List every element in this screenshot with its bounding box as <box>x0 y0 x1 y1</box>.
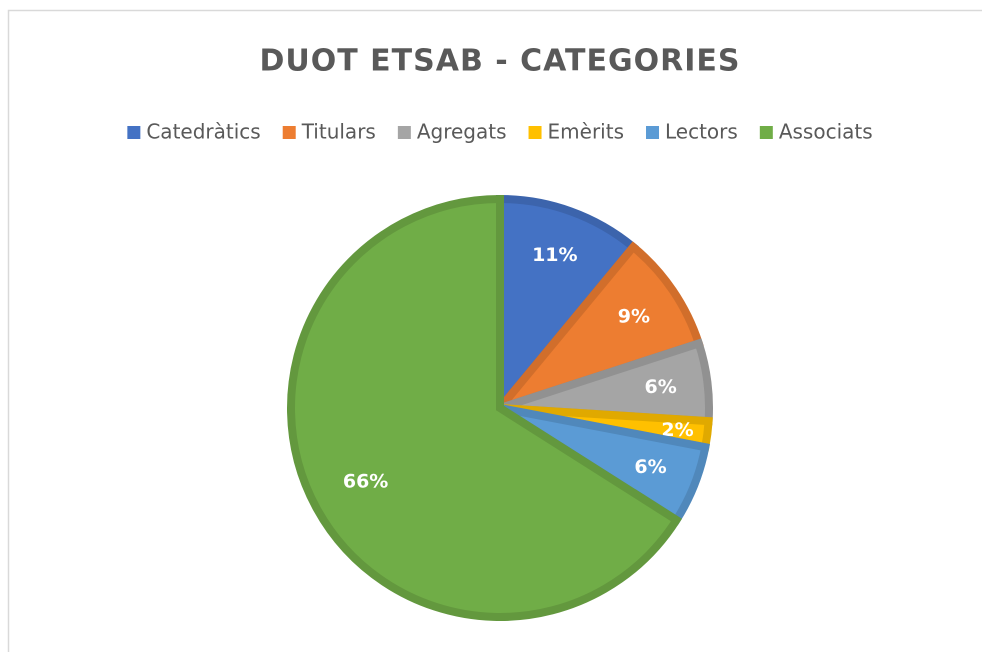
data-label: 9% <box>618 306 650 328</box>
pie: 11% 9% 6% 2% 6% 66% <box>287 194 713 621</box>
legend-label: Lectors <box>665 120 738 144</box>
legend-swatch <box>282 126 296 139</box>
legend-swatch <box>397 126 411 139</box>
chart-title: DUOT ETSAB - CATEGORIES <box>259 44 740 79</box>
legend-label: Catedràtics <box>146 120 260 144</box>
legend-swatch <box>528 126 542 139</box>
data-label: 2% <box>661 419 693 441</box>
legend-swatch <box>759 126 773 139</box>
legend-swatch <box>646 126 660 139</box>
legend-label: Associats <box>779 120 873 144</box>
legend-label: Agregats <box>417 120 507 144</box>
legend-label: Emèrits <box>548 120 624 144</box>
pie-slice <box>287 194 682 621</box>
pie-slice <box>488 241 704 417</box>
data-label: 11% <box>532 244 577 266</box>
legend-swatch <box>127 126 141 139</box>
data-label: 6% <box>634 456 666 478</box>
pie-slice <box>496 194 639 420</box>
chart-frame <box>7 9 982 652</box>
legend-label: Titulars <box>301 120 376 144</box>
data-label: 6% <box>644 376 676 398</box>
legend: Catedràtics Titulars Agregats Emèrits Lector… <box>127 120 873 144</box>
data-label: 66% <box>343 470 388 492</box>
